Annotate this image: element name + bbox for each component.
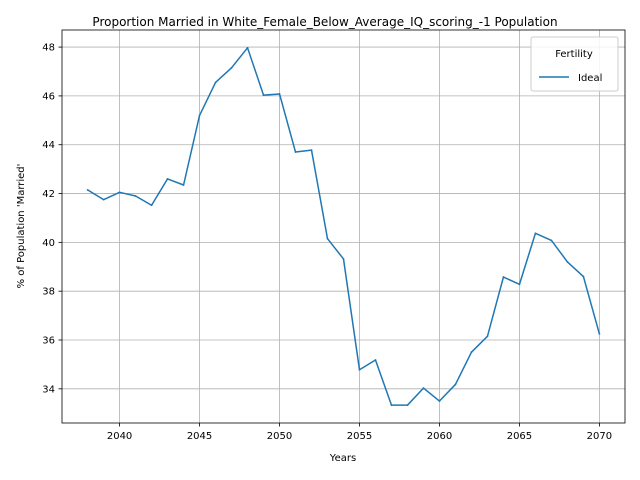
data-point <box>342 258 345 260</box>
legend-label: Ideal <box>578 73 602 84</box>
data-point <box>598 333 601 335</box>
y-tick-label: 48 <box>42 43 55 54</box>
x-tick-label: 2045 <box>187 431 212 442</box>
data-point <box>150 204 153 207</box>
y-tick-label: 40 <box>42 238 55 249</box>
y-tick-label: 36 <box>42 336 55 347</box>
chart-title: Proportion Married in White_Female_Below… <box>92 15 557 29</box>
data-point <box>278 93 281 95</box>
data-point <box>470 351 473 354</box>
y-tick-label: 38 <box>42 287 55 298</box>
data-point <box>134 195 137 197</box>
data-point <box>310 149 313 151</box>
y-tick-label: 42 <box>42 189 55 200</box>
data-point <box>294 151 297 153</box>
x-axis-title: Years <box>329 453 356 464</box>
data-point <box>262 94 265 97</box>
legend-title: Fertility <box>555 49 593 60</box>
data-point <box>326 237 329 240</box>
grid <box>62 30 625 423</box>
data-point <box>166 178 169 180</box>
data-point <box>358 368 361 371</box>
data-point <box>438 400 441 402</box>
data-point <box>230 66 233 69</box>
data-point <box>518 283 521 286</box>
x-tick-label: 2065 <box>507 431 532 442</box>
data-point <box>534 232 537 235</box>
data-point <box>198 114 201 117</box>
y-axis: 34 36 38 40 42 44 46 48 <box>42 43 62 395</box>
x-tick-label: 2070 <box>587 431 612 442</box>
y-tick-label: 34 <box>42 384 55 395</box>
data-point <box>390 404 393 407</box>
data-point <box>118 191 121 194</box>
data-point <box>566 260 569 263</box>
data-point <box>102 198 105 201</box>
plot-frame <box>61 29 626 424</box>
data-point <box>422 387 425 389</box>
data-point <box>406 404 409 407</box>
data-point <box>214 81 217 84</box>
legend-box <box>530 36 619 92</box>
data-point <box>486 335 489 338</box>
data-point <box>582 275 585 278</box>
y-tick-label: 44 <box>42 140 55 151</box>
data-point <box>86 188 89 191</box>
legend: Fertility Ideal <box>530 36 619 92</box>
x-tick-label: 2060 <box>427 431 452 442</box>
data-point <box>246 46 249 49</box>
x-axis: 2040 2045 2050 2055 2060 2065 2070 <box>107 423 612 442</box>
data-point <box>502 276 505 278</box>
y-tick-label: 46 <box>42 91 55 102</box>
data-point <box>454 383 457 386</box>
data-point <box>374 359 377 361</box>
series-line-ideal <box>87 47 601 406</box>
series-layer <box>86 46 601 407</box>
x-tick-label: 2055 <box>347 431 372 442</box>
x-tick-label: 2040 <box>107 431 132 442</box>
data-point <box>550 239 553 242</box>
data-point <box>182 184 185 186</box>
y-axis-title: % of Population 'Married' <box>16 164 27 289</box>
x-tick-label: 2050 <box>267 431 292 442</box>
